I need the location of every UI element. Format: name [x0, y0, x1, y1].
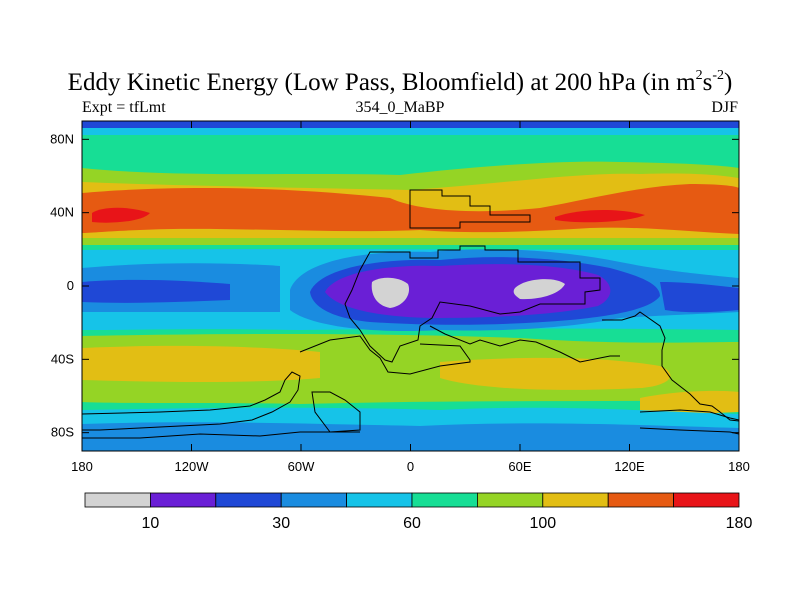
experiment-label: Expt = tfLmt	[82, 99, 166, 116]
field-north-edge-2	[82, 128, 739, 136]
colorbar-swatch	[476, 492, 544, 508]
colorbar-swatch	[84, 492, 151, 508]
colorbar-swatch	[411, 492, 478, 508]
colorbar-swatch	[542, 492, 609, 508]
colorbar-label: 10	[142, 515, 160, 532]
colorbar-swatch	[346, 492, 413, 508]
colorbar: 10 30 60 100 180	[84, 492, 753, 532]
coastline-africa-asia	[344, 245, 601, 363]
colorbar-swatch	[149, 492, 217, 508]
field-sh-yellow-west	[82, 345, 320, 382]
coastline-antarctica-south	[82, 431, 360, 439]
x-tick-label: 60W	[288, 459, 315, 474]
x-tick-label: 120E	[614, 459, 645, 474]
field-tropics-darkblue-west	[82, 279, 230, 303]
x-tick-label: 120W	[175, 459, 210, 474]
y-tick-label: 40N	[50, 205, 74, 220]
field-tropics-darkblue-east	[660, 282, 739, 313]
colorbar-label: 180	[726, 515, 753, 532]
field-sh-yellow-central	[440, 357, 671, 390]
coastline-south-america	[299, 335, 471, 375]
y-tick-label: 80S	[51, 425, 74, 440]
colorbar-label: 100	[529, 515, 556, 532]
x-tick-label: 60E	[508, 459, 531, 474]
coastline-australia	[602, 311, 739, 422]
colorbar-label: 60	[403, 515, 421, 532]
chart-title: Eddy Kinetic Energy (Low Pass, Bloomfiel…	[67, 68, 733, 96]
field-jet-max-west	[92, 207, 150, 223]
field-band-northpolar	[82, 135, 739, 160]
season-label: DJF	[711, 99, 738, 116]
y-tick-label: 80N	[50, 131, 74, 146]
x-tick-label: 180	[71, 459, 93, 474]
x-tick-label: 0	[407, 459, 414, 474]
field-jet-max-east	[555, 209, 645, 223]
colorbar-swatch	[280, 492, 348, 508]
colorbar-swatch	[215, 492, 282, 508]
y-tick-label: 40S	[51, 351, 74, 366]
coastline-indonesia	[429, 325, 620, 363]
y-tick-label: 0	[67, 278, 74, 293]
colorbar-label: 30	[272, 515, 290, 532]
axes: 180 120W 60W 0 60E 120E 180 80N 40N 0 40S 80S	[50, 121, 750, 474]
field-min-indian	[513, 279, 565, 300]
colorbar-swatch	[607, 492, 675, 508]
colorbar-swatch	[673, 492, 740, 508]
x-tick-label: 180	[728, 459, 750, 474]
coastline-patagonia	[311, 391, 361, 433]
field-band-south-blue	[82, 422, 739, 451]
coastlines	[82, 189, 739, 439]
field-tropics-purple	[325, 264, 611, 318]
run-label: 354_0_MaBP	[355, 99, 445, 116]
coastline-antarctica-west	[82, 371, 301, 431]
coastline-europe	[409, 189, 531, 229]
field-min-africa	[371, 277, 410, 308]
